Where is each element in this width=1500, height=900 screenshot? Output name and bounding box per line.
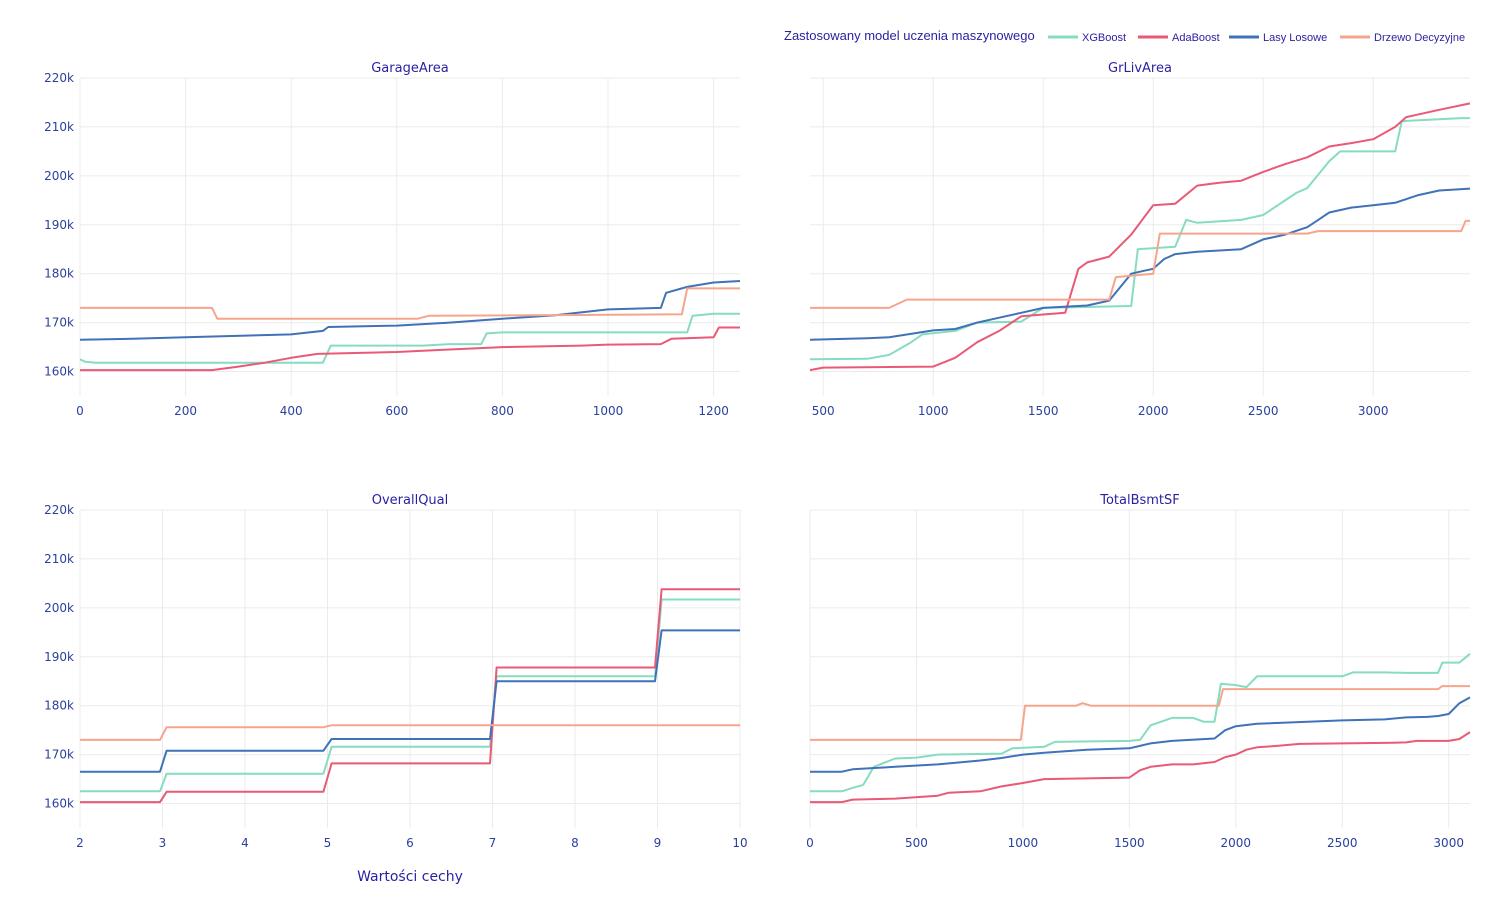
series-line-xgboost: [809, 117, 1470, 361]
y-tick-label: 160k: [44, 797, 74, 811]
y-tick-label: 200k: [44, 169, 74, 183]
x-tick-label: 200: [174, 404, 197, 418]
x-tick-label: 2000: [1138, 404, 1169, 418]
x-tick-label: 2500: [1248, 404, 1279, 418]
legend-title: Zastosowany model uczenia maszynowego: [784, 28, 1035, 43]
x-tick-label: 0: [76, 404, 84, 418]
x-tick-label: 3000: [1433, 836, 1464, 850]
y-tick-label: 190k: [44, 218, 74, 232]
y-tick-label: 170k: [44, 748, 74, 762]
panel-grlivarea: 500 1000 1500 2000 2500 3000 GrLivArea: [809, 61, 1471, 418]
series-line-drzewo-decyzyjne: [80, 724, 740, 741]
panel-title: OverallQual: [372, 493, 449, 508]
y-tick-label: 160k: [44, 365, 74, 379]
x-tick-label: 7: [489, 836, 497, 850]
x-tick-label: 3: [159, 836, 167, 850]
x-tick-label: 4: [241, 836, 249, 850]
x-tick-label: 8: [571, 836, 579, 850]
legend-label: XGBoost: [1082, 32, 1126, 44]
y-tick-label: 220k: [44, 503, 74, 517]
x-tick-label: 400: [280, 404, 303, 418]
x-tick-label: 2: [76, 836, 84, 850]
series-line-drzewo-decyzyjne: [80, 287, 740, 320]
series-line-adaboost: [80, 326, 740, 372]
series-line-adaboost: [80, 588, 740, 804]
legend-label: AdaBoost: [1172, 32, 1220, 44]
x-axis-label: Wartości cechy: [357, 869, 463, 885]
x-tick-label: 500: [812, 404, 835, 418]
x-tick-label: 1000: [1008, 836, 1039, 850]
series-line-adaboost: [809, 102, 1471, 372]
y-tick-label: 210k: [44, 120, 74, 134]
series-line-adaboost: [810, 731, 1471, 804]
x-tick-label: 5: [324, 836, 332, 850]
x-tick-label: 10: [732, 836, 747, 850]
panel-title: TotalBsmtSF: [1099, 493, 1180, 508]
legend-item[interactable]: Drzewo Decyzyjne: [1340, 32, 1465, 44]
y-tick-label: 180k: [44, 699, 74, 713]
x-tick-label: 1200: [698, 404, 729, 418]
x-tick-label: 500: [905, 836, 928, 850]
series-line-drzewo-decyzyjne: [810, 685, 1470, 741]
legend-item[interactable]: XGBoost: [1048, 32, 1126, 44]
legend-item[interactable]: AdaBoost: [1138, 32, 1220, 44]
x-tick-label: 2500: [1327, 836, 1358, 850]
panel-title: GarageArea: [371, 61, 449, 76]
series-line-lasy-losowe: [79, 280, 741, 341]
y-tick-label: 190k: [44, 650, 74, 664]
legend: Zastosowany model uczenia maszynowego XG…: [784, 28, 1465, 44]
x-tick-label: 1000: [593, 404, 624, 418]
y-tick-label: 200k: [44, 601, 74, 615]
series-line-xgboost: [79, 312, 740, 364]
series-line-xgboost: [810, 653, 1471, 793]
x-tick-label: 6: [406, 836, 414, 850]
series-line-lasy-losowe: [80, 629, 740, 773]
panel-totalbsmtsf: 0 500 1000 1500 2000 2500 3000 TotalBsmtSF: [806, 493, 1471, 850]
x-tick-label: 600: [385, 404, 408, 418]
panel-overallqual: 2 3 4 5 6 7 8 9 10 160k 170k 180k 190k 200k 210k 220k Ov…: [44, 493, 748, 850]
x-tick-label: 1000: [918, 404, 949, 418]
legend-label: Lasy Losowe: [1263, 32, 1327, 44]
series-line-lasy-losowe: [810, 696, 1471, 773]
y-tick-label: 210k: [44, 552, 74, 566]
x-tick-label: 3000: [1358, 404, 1389, 418]
x-tick-label: 800: [491, 404, 514, 418]
panel-garagearea: 0 200 400 600 800 1000 1200 160k 170k 180k 190k 200…: [44, 61, 741, 418]
y-tick-label: 170k: [44, 316, 74, 330]
legend-item[interactable]: Lasy Losowe: [1229, 32, 1327, 44]
series-line-drzewo-decyzyjne: [810, 219, 1470, 309]
y-tick-label: 220k: [44, 71, 74, 85]
x-tick-label: 9: [654, 836, 662, 850]
x-tick-label: 1500: [1114, 836, 1145, 850]
x-tick-label: 1500: [1028, 404, 1059, 418]
legend-label: Drzewo Decyzyjne: [1374, 32, 1465, 44]
panel-title: GrLivArea: [1108, 61, 1172, 76]
y-tick-label: 180k: [44, 267, 74, 281]
x-tick-label: 0: [806, 836, 814, 850]
series-line-lasy-losowe: [809, 187, 1471, 341]
x-tick-label: 2000: [1221, 836, 1252, 850]
